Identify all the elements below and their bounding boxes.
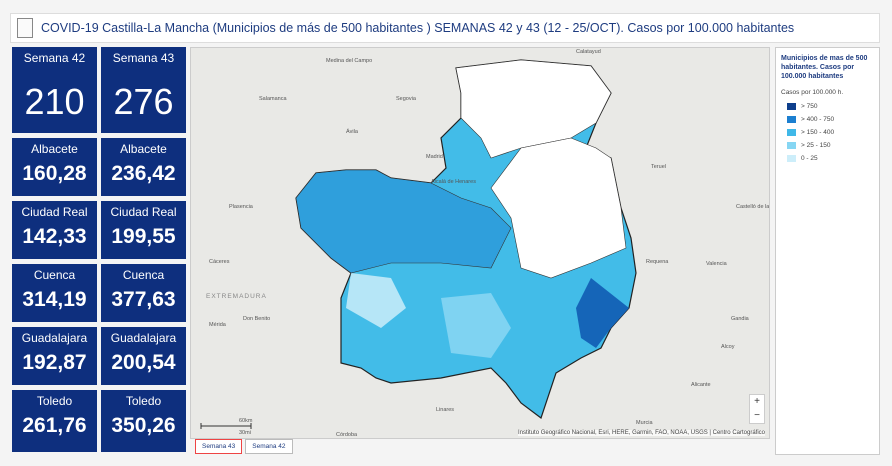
kpi-tile: Semana 42 210 <box>12 47 97 133</box>
zone-dark <box>576 278 629 348</box>
kpi-tile: Ciudad Real 199,55 <box>101 201 186 259</box>
kpi-label: Albacete <box>31 142 78 156</box>
kpi-value: 160,28 <box>22 162 87 185</box>
place-label: Gandia <box>731 316 750 322</box>
place-label: Salamanca <box>259 96 287 102</box>
kpi-tile: Toledo 350,26 <box>101 390 186 452</box>
place-label: Ávila <box>346 128 359 135</box>
tab[interactable]: Semana 42 <box>245 439 293 454</box>
kpi-label: Guadalajara <box>21 331 88 345</box>
kpi-label: Cuenca <box>122 268 165 282</box>
zoom-in[interactable]: + <box>754 396 760 407</box>
legend-swatch <box>787 155 796 162</box>
legend: Municipios de mas de 500 habitantes. Cas… <box>775 47 880 455</box>
place-label: Murcia <box>636 420 653 426</box>
legend-label: > 750 <box>801 103 818 110</box>
kpi-label: Albacete <box>120 142 167 156</box>
place-label: Don Benito <box>243 316 270 322</box>
tab[interactable]: Semana 43 <box>195 439 243 454</box>
zone-pale <box>346 273 406 328</box>
legend-swatch <box>787 129 796 136</box>
kpi-label: Toledo <box>125 394 162 408</box>
legend-item: 0 - 25 <box>781 152 874 165</box>
zone-mid <box>441 293 511 358</box>
place-label: Linares <box>436 407 454 413</box>
zoom-controls: + − <box>749 394 765 424</box>
legend-items: > 750 > 400 - 750 > 150 - 400 > 25 - 150 0 -… <box>781 100 874 165</box>
place-label: Mérida <box>209 322 227 328</box>
kpi-tile: Guadalajara 200,54 <box>101 327 186 385</box>
zoom-out[interactable]: − <box>754 410 760 421</box>
kpi-label: Cuenca <box>33 268 76 282</box>
legend-item: > 750 <box>781 100 874 113</box>
header: COVID-19 Castilla-La Mancha (Municipios … <box>10 13 880 43</box>
kpi-tile: Albacete 160,28 <box>12 138 97 196</box>
scale-bar <box>200 423 252 429</box>
legend-label: > 400 - 750 <box>801 116 835 123</box>
legend-item: > 25 - 150 <box>781 139 874 152</box>
kpi-label: Semana 42 <box>23 51 86 65</box>
kpi-value: 142,33 <box>22 225 87 248</box>
place-label: EXTREMADURA <box>206 293 267 300</box>
place-label: Requena <box>646 259 669 265</box>
place-label: Alcoy <box>721 344 735 350</box>
kpi-value: 192,87 <box>22 351 87 374</box>
place-label: Alcalá de Henares <box>431 179 476 185</box>
legend-label: > 150 - 400 <box>801 129 835 136</box>
logo <box>17 18 33 38</box>
place-label: Castelló de la Plana <box>736 204 770 210</box>
kpi-value: 314,19 <box>22 288 87 311</box>
legend-subtitle: Casos por 100.000 h. <box>781 89 844 96</box>
kpi-label: Semana 43 <box>112 51 175 65</box>
place-label: Calatayud <box>576 49 601 55</box>
kpi-label: Ciudad Real <box>110 205 177 219</box>
kpi-tile: Toledo 261,76 <box>12 390 97 452</box>
kpi-label: Ciudad Real <box>21 205 88 219</box>
legend-label: 0 - 25 <box>801 155 818 162</box>
kpi-value: 276 <box>113 81 174 122</box>
kpi-tile: Cuenca 377,63 <box>101 264 186 322</box>
legend-item: > 150 - 400 <box>781 126 874 139</box>
place-label: Valencia <box>706 261 728 267</box>
scale-label: 60km <box>239 418 253 424</box>
place-label: Madrid <box>426 154 443 160</box>
scale-label: 30mi <box>239 430 251 436</box>
legend-label: > 25 - 150 <box>801 142 831 149</box>
legend-item: > 400 - 750 <box>781 113 874 126</box>
kpi-value: 350,26 <box>111 414 176 437</box>
cuenca <box>490 137 627 279</box>
place-label: Segovia <box>396 96 417 102</box>
attribution: Instituto Geográfico Nacional, Esri, HER… <box>518 430 765 436</box>
kpi-tile: Guadalajara 192,87 <box>12 327 97 385</box>
toledo <box>295 169 512 274</box>
place-label: Córdoba <box>336 432 358 438</box>
place-label: Plasencia <box>229 204 254 210</box>
kpi-value: 199,55 <box>111 225 176 248</box>
kpi-value: 210 <box>24 81 85 122</box>
map-canvas: Medina del Campo Salamanca Segovia Ávila Mad… <box>200 49 770 438</box>
kpi-tile: Albacete 236,42 <box>101 138 186 196</box>
legend-swatch <box>787 142 796 149</box>
kpi-value: 236,42 <box>111 162 176 185</box>
kpi-tile: Semana 43 276 <box>101 47 186 133</box>
place-label: Cáceres <box>209 259 230 265</box>
legend-title: Municipios de mas de 500 habitantes. Cas… <box>781 55 868 80</box>
kpi-label: Guadalajara <box>110 331 177 345</box>
place-label: Medina del Campo <box>326 58 372 64</box>
kpi-value: 200,54 <box>111 351 176 374</box>
tabs: Semana 43 Semana 42 <box>195 439 296 454</box>
place-label: Alicante <box>691 382 711 388</box>
legend-swatch <box>787 103 796 110</box>
kpi-tile: Ciudad Real 142,33 <box>12 201 97 259</box>
kpi-value: 261,76 <box>22 414 87 437</box>
kpi-value: 377,63 <box>111 288 176 311</box>
legend-swatch <box>787 116 796 123</box>
place-label: Teruel <box>651 164 666 170</box>
title: COVID-19 Castilla-La Mancha (Municipios … <box>41 21 795 35</box>
kpi-tile: Cuenca 314,19 <box>12 264 97 322</box>
map: Medina del Campo Salamanca Segovia Ávila Mad… <box>190 47 770 439</box>
kpi-label: Toledo <box>36 394 73 408</box>
